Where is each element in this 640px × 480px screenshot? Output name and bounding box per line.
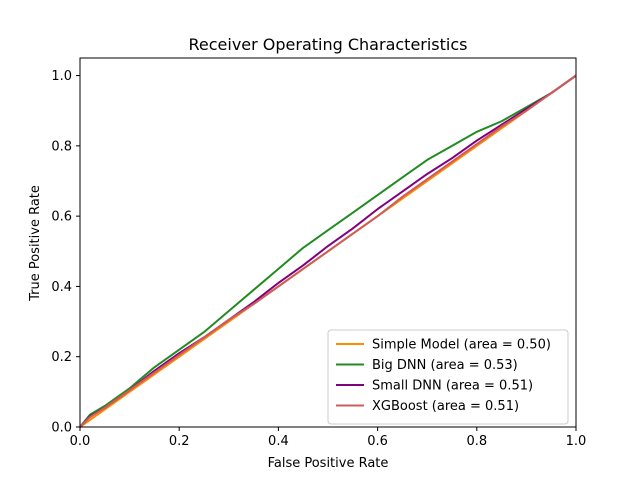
- axes-frame: [79, 57, 577, 428]
- y-tick-label: 0.0: [51, 421, 72, 436]
- legend-box: [327, 329, 569, 425]
- x-tick-label: 0.4: [268, 434, 289, 449]
- y-tick-label: 0.8: [51, 139, 72, 154]
- x-tick-label: 0.8: [466, 434, 487, 449]
- y-axis-label: True Positive Rate: [28, 185, 43, 302]
- y-tick-label: 0.2: [51, 350, 72, 365]
- series-line-3: [79, 74, 577, 428]
- x-tick-label: 1.0: [566, 434, 587, 449]
- y-tick-label: 0.6: [51, 210, 72, 225]
- x-axis-label: False Positive Rate: [268, 456, 389, 471]
- legend-entry-1: Big DNN (area = 0.53): [372, 358, 518, 373]
- plot-area: [79, 57, 577, 428]
- y-tick-label: 0.4: [51, 280, 72, 295]
- y-tick-label: 1.0: [51, 69, 72, 84]
- x-tick-label: 0.6: [367, 434, 388, 449]
- x-tick-label: 0.2: [169, 434, 190, 449]
- axis-ticks: 0.0 0.2 0.4 0.6 0.8 1.0 0.0 0.2 0.4 0.6 0.8 1.0: [51, 69, 586, 449]
- series-line-1: [79, 74, 577, 428]
- chart-title: Receiver Operating Characteristics: [188, 35, 467, 54]
- legend-entry-3: XGBoost (area = 0.51): [372, 399, 519, 414]
- x-tick-label: 0.0: [70, 434, 91, 449]
- legend-entry-0: Simple Model (area = 0.50): [372, 338, 551, 353]
- legend-entry-2: Small DNN (area = 0.51): [372, 379, 533, 394]
- legend: Simple Model (area = 0.50) Big DNN (area …: [327, 329, 569, 425]
